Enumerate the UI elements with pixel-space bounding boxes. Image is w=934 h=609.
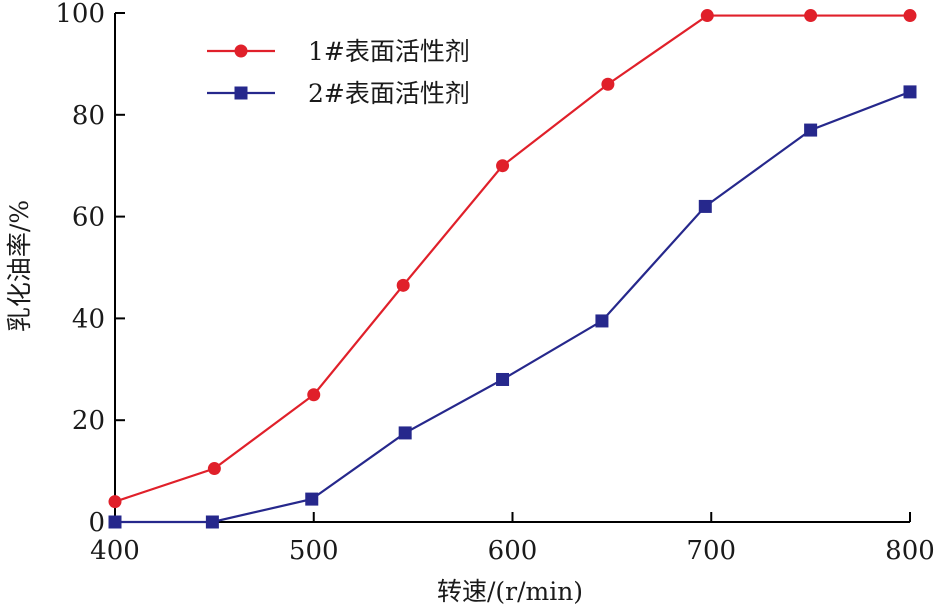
series-1 <box>108 9 917 509</box>
data-point <box>804 123 818 137</box>
y-axis-title: 乳化油率/% <box>5 200 34 332</box>
data-point <box>398 426 412 440</box>
y-tick-label: 20 <box>72 406 105 436</box>
y-tick-label: 40 <box>72 304 105 334</box>
data-point <box>396 278 410 292</box>
x-tick-label: 700 <box>686 536 736 566</box>
x-tick-label: 400 <box>90 536 140 566</box>
legend-marker <box>234 44 248 58</box>
data-point <box>698 199 712 213</box>
data-point <box>700 9 714 23</box>
data-point <box>903 9 917 23</box>
legend-item-2: 2#表面活性剂 <box>207 79 470 108</box>
data-point <box>496 372 510 386</box>
series-layer <box>108 9 917 529</box>
data-point <box>595 314 609 328</box>
y-tick-label: 80 <box>72 101 105 131</box>
legend-label: 1#表面活性剂 <box>308 37 470 66</box>
data-point <box>903 85 917 99</box>
legend-item-1: 1#表面活性剂 <box>207 37 470 66</box>
data-point <box>601 77 615 91</box>
data-point <box>804 9 818 23</box>
series-line <box>115 90 911 524</box>
series-line <box>114 14 910 503</box>
x-axis-title: 转速/(r/min) <box>437 577 583 606</box>
x-tick-label: 600 <box>488 536 538 566</box>
legend: 1#表面活性剂 2#表面活性剂 <box>207 37 470 108</box>
series-2 <box>108 85 917 529</box>
data-point <box>108 515 122 529</box>
y-tick-label: 60 <box>72 203 105 233</box>
x-tick-label: 800 <box>885 536 934 566</box>
legend-label: 2#表面活性剂 <box>308 79 470 108</box>
data-point <box>496 159 510 173</box>
data-point <box>305 492 319 506</box>
data-point <box>207 462 221 476</box>
data-point <box>205 515 219 529</box>
legend-marker <box>234 86 248 100</box>
y-tick-label: 100 <box>55 0 105 29</box>
y-tick-label: 0 <box>88 508 105 538</box>
x-tick-label: 500 <box>289 536 339 566</box>
data-point <box>108 495 122 509</box>
axes: 0 20 40 60 80 100 400 500 600 700 800 <box>55 0 934 566</box>
data-point <box>307 388 321 402</box>
